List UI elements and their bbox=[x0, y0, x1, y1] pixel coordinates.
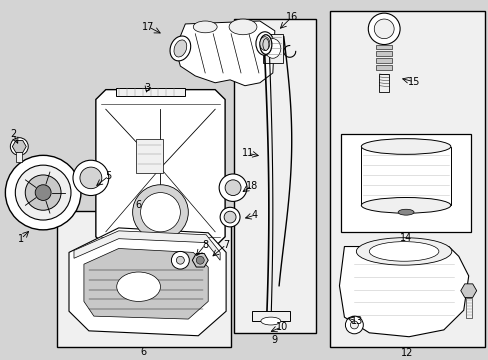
Circle shape bbox=[345, 316, 363, 334]
Circle shape bbox=[80, 167, 102, 189]
Text: 8: 8 bbox=[202, 239, 208, 249]
Text: 6: 6 bbox=[140, 347, 146, 357]
Text: 5: 5 bbox=[105, 171, 112, 181]
Text: 1: 1 bbox=[18, 234, 24, 244]
Circle shape bbox=[350, 321, 358, 329]
Bar bbox=[16, 150, 22, 162]
Circle shape bbox=[373, 19, 393, 39]
Text: 3: 3 bbox=[144, 83, 150, 93]
Circle shape bbox=[171, 251, 189, 269]
Ellipse shape bbox=[397, 209, 413, 215]
Ellipse shape bbox=[255, 32, 273, 55]
Ellipse shape bbox=[263, 39, 268, 50]
Circle shape bbox=[10, 138, 28, 155]
Bar bbox=[116, 88, 185, 95]
Polygon shape bbox=[96, 90, 224, 251]
Circle shape bbox=[15, 165, 71, 220]
Text: 18: 18 bbox=[245, 181, 258, 191]
Text: 6: 6 bbox=[135, 200, 142, 210]
Ellipse shape bbox=[368, 242, 438, 261]
Bar bbox=[341, 134, 470, 232]
Circle shape bbox=[35, 185, 51, 201]
Circle shape bbox=[220, 207, 240, 227]
Circle shape bbox=[224, 180, 241, 195]
Circle shape bbox=[367, 13, 399, 45]
Circle shape bbox=[141, 193, 180, 232]
Bar bbox=[375, 51, 391, 56]
Ellipse shape bbox=[193, 21, 217, 33]
Polygon shape bbox=[460, 284, 476, 297]
Bar bbox=[375, 65, 391, 70]
Text: 12: 12 bbox=[400, 348, 412, 359]
Text: 7: 7 bbox=[223, 239, 229, 249]
Circle shape bbox=[224, 211, 236, 223]
Text: 17: 17 bbox=[142, 22, 154, 32]
Ellipse shape bbox=[261, 317, 280, 325]
Bar bbox=[361, 147, 450, 205]
Text: 9: 9 bbox=[271, 335, 277, 345]
Ellipse shape bbox=[356, 238, 451, 265]
Polygon shape bbox=[339, 247, 468, 337]
Ellipse shape bbox=[170, 36, 190, 61]
Bar bbox=[465, 298, 471, 318]
Polygon shape bbox=[69, 228, 225, 336]
Bar bbox=[263, 34, 282, 63]
Circle shape bbox=[196, 256, 204, 264]
Bar bbox=[375, 45, 391, 49]
Circle shape bbox=[73, 160, 108, 195]
Text: 4: 4 bbox=[251, 210, 258, 220]
Text: 10: 10 bbox=[275, 322, 287, 332]
Ellipse shape bbox=[264, 39, 280, 58]
Bar bbox=[234, 19, 315, 333]
Circle shape bbox=[219, 174, 246, 201]
Ellipse shape bbox=[228, 19, 256, 35]
Bar bbox=[379, 74, 388, 91]
Polygon shape bbox=[84, 248, 208, 319]
Circle shape bbox=[25, 175, 61, 210]
Ellipse shape bbox=[260, 37, 269, 50]
Circle shape bbox=[5, 155, 81, 230]
Text: 16: 16 bbox=[285, 12, 297, 22]
Text: 14: 14 bbox=[399, 233, 411, 243]
Polygon shape bbox=[12, 140, 26, 152]
Bar bbox=[135, 139, 163, 173]
Ellipse shape bbox=[174, 40, 186, 57]
Bar bbox=[251, 311, 289, 321]
Circle shape bbox=[15, 143, 23, 150]
Ellipse shape bbox=[361, 139, 450, 154]
Text: 2: 2 bbox=[10, 129, 17, 139]
Ellipse shape bbox=[117, 272, 160, 301]
Text: 11: 11 bbox=[242, 148, 254, 158]
Bar bbox=[375, 58, 391, 63]
Bar bbox=[329, 11, 484, 347]
Polygon shape bbox=[74, 231, 220, 260]
Circle shape bbox=[132, 185, 188, 240]
Circle shape bbox=[176, 256, 184, 264]
Text: 13: 13 bbox=[350, 316, 363, 326]
Polygon shape bbox=[175, 21, 274, 86]
Ellipse shape bbox=[361, 198, 450, 213]
Bar bbox=[57, 211, 231, 347]
Ellipse shape bbox=[260, 35, 271, 54]
Polygon shape bbox=[192, 253, 208, 267]
Text: 15: 15 bbox=[407, 77, 419, 87]
